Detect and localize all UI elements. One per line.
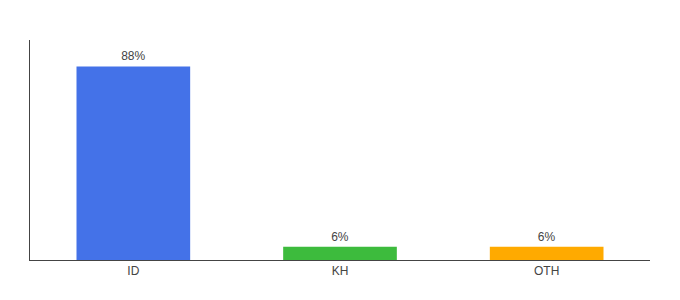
svg-text:KH: KH (332, 264, 349, 278)
svg-text:6%: 6% (538, 230, 556, 244)
svg-text:88%: 88% (121, 49, 145, 63)
svg-text:ID: ID (127, 264, 139, 278)
svg-text:OTH: OTH (534, 264, 559, 278)
svg-text:6%: 6% (331, 230, 349, 244)
